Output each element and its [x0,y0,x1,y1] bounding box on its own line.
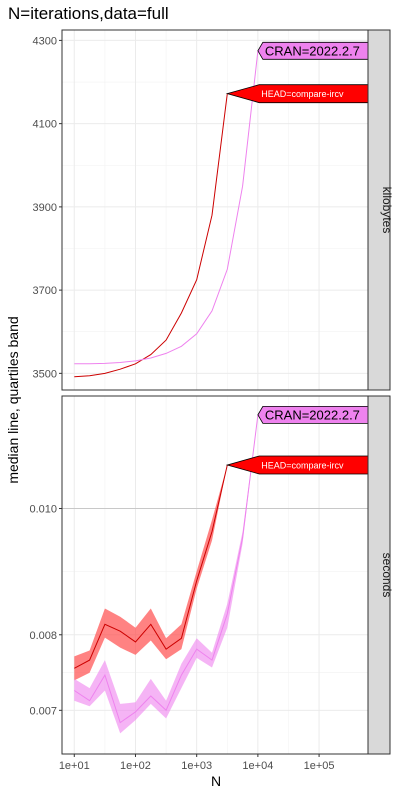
direct-label-head: HEAD=compare-ircv [261,89,344,99]
x-tick-label: 1e+05 [304,760,335,772]
y-tick-label: 0.008 [29,630,57,642]
direct-label-cran: CRAN=2022.2.7 [265,407,360,422]
y-tick-label: 0.007 [29,705,57,717]
chart-title: N=iterations,data=full [8,4,169,23]
facet-strip [367,395,391,755]
x-tick-label: 1e+01 [59,760,90,772]
panel-kilobytes: 3500 3700 3900 4100 4300 HEAD=compare-ircv CRA… [33,29,394,391]
x-axis: 1e+01 1e+02 1e+03 1e+04 1e+05 [59,754,335,772]
panel-background [62,396,368,754]
quartile-band-head [74,465,228,681]
direct-label-head: HEAD=compare-ircv [261,460,344,470]
y-tick-label: 4300 [33,35,57,47]
y-tick-label: 0.010 [29,504,57,516]
quartile-band-cran [74,414,258,734]
facet-strip [367,29,391,391]
y-tick-label: 4100 [33,119,57,131]
x-tick-label: 1e+02 [120,760,151,772]
y-axis-label: median line, quartiles band [5,316,21,483]
median-line-head [74,93,228,378]
facet-strip-label: seconds [380,553,394,598]
panel-background [62,30,368,390]
facet-strip-label: kilobytes [380,187,394,234]
x-tick-label: 1e+04 [242,760,273,772]
median-line-cran [74,50,259,365]
x-axis-label: N [211,773,221,789]
y-tick-label: 3900 [33,202,57,214]
median-line-cran [74,414,259,724]
direct-label-cran: CRAN=2022.2.7 [265,43,360,58]
x-tick-label: 1e+03 [181,760,212,772]
y-tick-label: 3700 [33,285,57,297]
y-tick-label: 3500 [33,368,57,380]
median-line-head [74,464,228,669]
panel-seconds: 0.007 0.008 0.010 HEAD=compare-ircv CRAN=202… [29,395,394,755]
